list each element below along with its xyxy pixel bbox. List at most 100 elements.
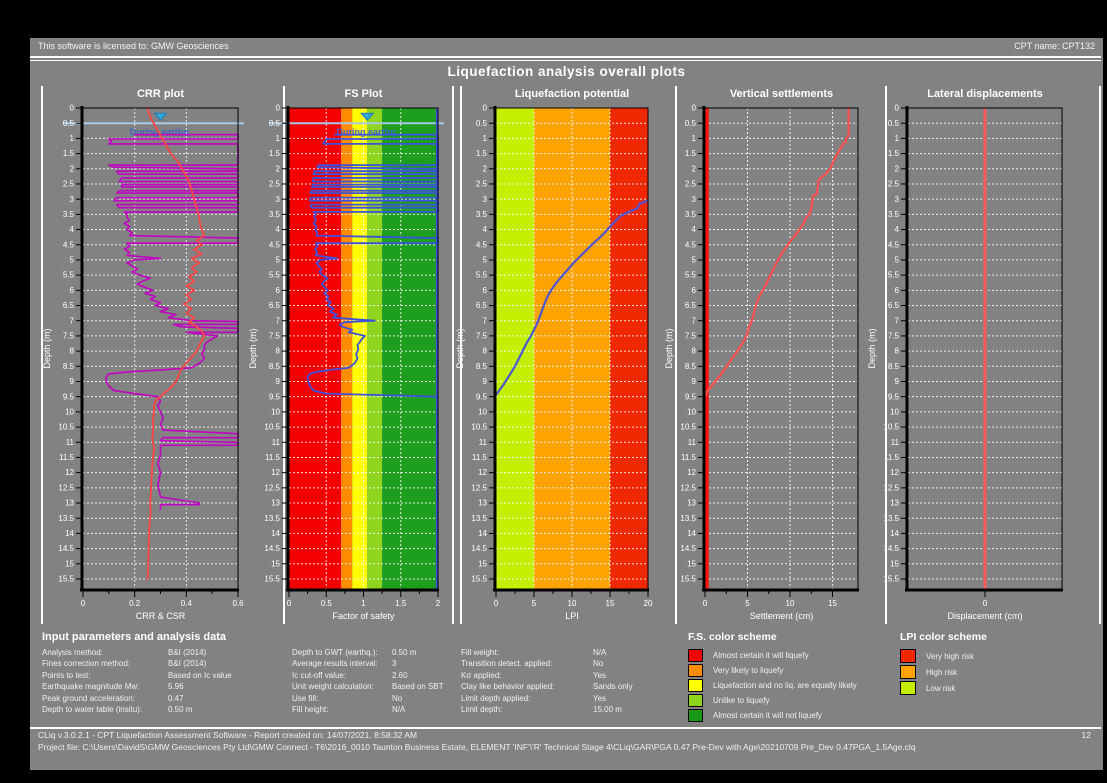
svg-text:6: 6	[895, 286, 900, 295]
svg-text:14.5: 14.5	[680, 544, 696, 553]
param-row: Fines correction method: B&I (2014)	[42, 659, 207, 669]
fs-color-scheme-legend: F.S. color scheme Almost certain it will…	[688, 631, 857, 723]
svg-text:13: 13	[890, 499, 899, 508]
svg-text:8.5: 8.5	[476, 362, 488, 371]
band	[382, 108, 438, 589]
svg-text:9: 9	[895, 377, 900, 386]
svg-text:12: 12	[478, 468, 487, 477]
param-row: Analysis method: B&I (2014)	[42, 648, 207, 657]
svg-text:15.5: 15.5	[58, 575, 74, 584]
water-table-label: During earthq.	[336, 127, 398, 137]
svg-text:15: 15	[271, 559, 280, 568]
svg-text:13.5: 13.5	[883, 514, 899, 523]
svg-text:8.5: 8.5	[63, 362, 75, 371]
svg-text:0: 0	[494, 599, 499, 608]
svg-text:14.5: 14.5	[471, 544, 487, 553]
svg-text:12.5: 12.5	[58, 483, 74, 492]
svg-text:2.5: 2.5	[63, 180, 75, 189]
legend-item: Almost certain it will liquefy	[688, 648, 857, 663]
svg-text:5: 5	[70, 256, 75, 265]
svg-text:1.5: 1.5	[63, 149, 75, 158]
svg-text:10.5: 10.5	[264, 423, 280, 432]
svg-text:3.5: 3.5	[476, 210, 488, 219]
svg-text:15: 15	[687, 559, 696, 568]
svg-text:9: 9	[70, 377, 75, 386]
svg-text:8.5: 8.5	[269, 362, 281, 371]
param-row: Average results interval: 3	[292, 659, 397, 669]
svg-text:4.5: 4.5	[685, 240, 697, 249]
plot-title: FS Plot	[345, 88, 383, 100]
param-row: Depth to GWT (earthq.): 0.50 m	[292, 648, 417, 657]
svg-text:0: 0	[276, 104, 281, 113]
svg-text:8.5: 8.5	[888, 362, 900, 371]
svg-text:4.5: 4.5	[476, 240, 488, 249]
params-heading: Input parameters and analysis data	[42, 631, 227, 643]
svg-text:9.5: 9.5	[269, 392, 281, 401]
svg-text:15: 15	[65, 559, 74, 568]
param-row: Peak ground acceleration: 0.47	[42, 693, 184, 703]
svg-text:0.5: 0.5	[685, 119, 697, 128]
page-number: 12	[1081, 730, 1091, 740]
svg-text:4: 4	[692, 225, 697, 234]
footer-software-line: CLiq v.3.0.2.1 - CPT Liquefaction Assess…	[38, 730, 1091, 740]
header-separator-thin	[30, 60, 1101, 61]
footer-project-file: Project file: C:\Users\DavidS\GMW Geosci…	[38, 742, 916, 752]
lpi-legend-heading: LPI color scheme	[900, 631, 987, 643]
svg-text:7: 7	[895, 316, 900, 325]
svg-text:3.5: 3.5	[269, 210, 281, 219]
svg-text:7.5: 7.5	[269, 332, 281, 341]
svg-text:7: 7	[692, 316, 697, 325]
svg-text:5.5: 5.5	[685, 271, 697, 280]
svg-text:4.5: 4.5	[63, 240, 75, 249]
svg-text:6.5: 6.5	[685, 301, 697, 310]
svg-text:13.5: 13.5	[680, 514, 696, 523]
param-row: Clay like behavior applied: Sands only	[461, 682, 633, 692]
svg-text:0: 0	[81, 599, 86, 608]
svg-text:6.5: 6.5	[63, 301, 75, 310]
plot-vs: 00.511.522.533.544.555.566.577.588.599.5…	[664, 88, 859, 621]
svg-text:11: 11	[66, 438, 75, 447]
svg-text:7: 7	[70, 316, 75, 325]
svg-text:2: 2	[895, 164, 900, 173]
svg-text:8: 8	[70, 347, 75, 356]
svg-text:15: 15	[828, 599, 837, 608]
svg-text:3: 3	[692, 195, 697, 204]
svg-text:1.5: 1.5	[476, 149, 488, 158]
x-axis-label: CRR & CSR	[136, 611, 186, 621]
svg-text:7.5: 7.5	[685, 332, 697, 341]
svg-text:8: 8	[276, 347, 281, 356]
svg-text:1: 1	[895, 134, 900, 143]
color-swatch	[688, 649, 703, 662]
svg-text:5: 5	[745, 599, 750, 608]
param-row: Limit depth applied: Yes	[461, 693, 607, 703]
svg-text:14: 14	[271, 529, 280, 538]
band	[496, 108, 534, 589]
svg-text:3: 3	[70, 195, 75, 204]
svg-text:4: 4	[483, 225, 488, 234]
svg-text:0.5: 0.5	[63, 119, 75, 128]
depth-axis-label: Depth (m)	[867, 328, 877, 368]
svg-text:5: 5	[692, 256, 697, 265]
svg-text:2.5: 2.5	[269, 180, 281, 189]
svg-text:2.5: 2.5	[476, 180, 488, 189]
svg-text:13.5: 13.5	[264, 514, 280, 523]
svg-text:0.4: 0.4	[181, 599, 193, 608]
params-column-3: Fill weight: N/A Transition detect. appli…	[461, 647, 633, 715]
svg-text:0: 0	[703, 599, 708, 608]
svg-text:0: 0	[70, 104, 75, 113]
svg-text:8: 8	[895, 347, 900, 356]
svg-text:10.5: 10.5	[58, 423, 74, 432]
param-row: Unit weight calculation: Based on SBT	[292, 682, 444, 692]
svg-text:6.5: 6.5	[476, 301, 488, 310]
svg-text:11.5: 11.5	[472, 453, 488, 462]
svg-text:9.5: 9.5	[685, 392, 697, 401]
legend-item: Very high risk	[900, 648, 987, 664]
svg-text:1.5: 1.5	[888, 149, 900, 158]
svg-text:7: 7	[276, 316, 281, 325]
lpi-color-scheme-legend: LPI color scheme Very high risk High ris…	[900, 631, 987, 696]
svg-text:5: 5	[483, 256, 488, 265]
svg-text:12.5: 12.5	[883, 483, 899, 492]
color-swatch	[900, 681, 916, 695]
svg-text:5.5: 5.5	[476, 271, 488, 280]
plot-fs: During earthq.00.511.522.533.544.555.566…	[248, 88, 444, 621]
